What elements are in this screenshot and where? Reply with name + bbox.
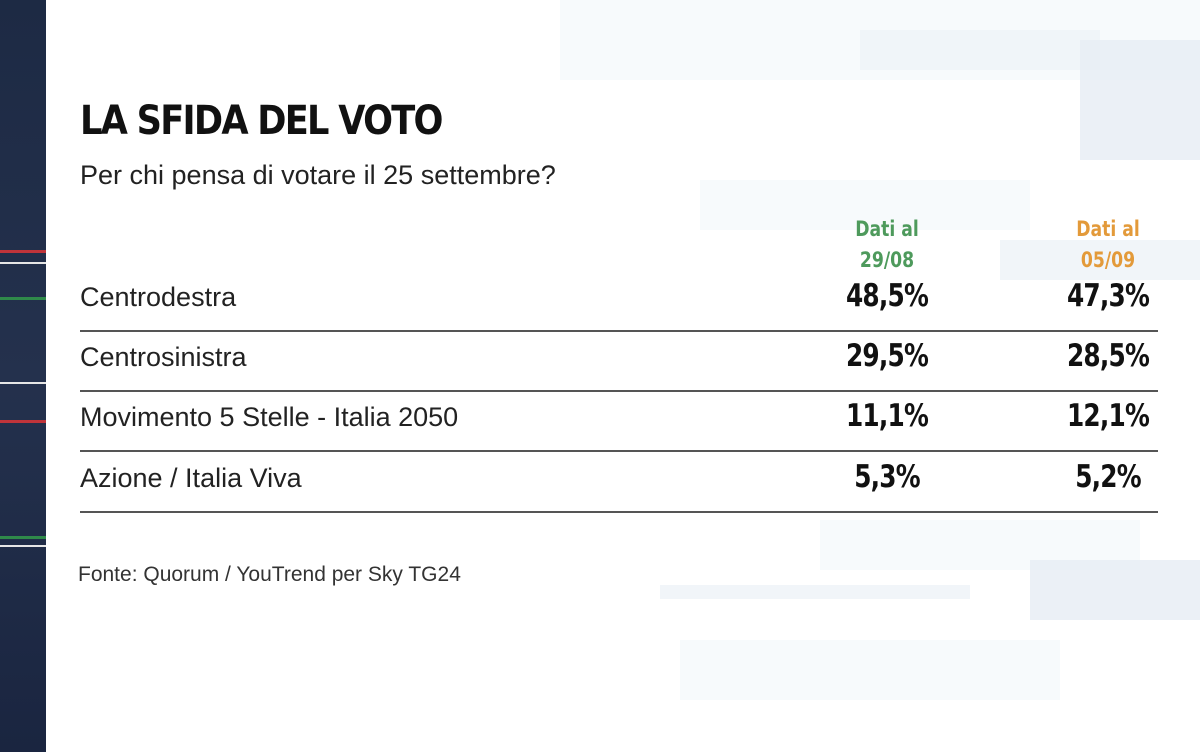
bg-shape	[1080, 40, 1200, 160]
bg-shape	[1000, 240, 1200, 280]
bg-shape	[680, 640, 1060, 700]
table-row: Movimento 5 Stelle - Italia 2050 11,1% 1…	[80, 392, 1158, 452]
column-header-2: Dati al 05/09	[1063, 214, 1153, 276]
table-row: Centrodestra 48,5% 47,3%	[80, 272, 1158, 332]
stripe-green	[0, 536, 46, 539]
bg-shape	[660, 585, 970, 599]
row-value-1: 5,3%	[854, 459, 920, 495]
column-header-1-line1: Dati al	[855, 217, 919, 241]
bg-shape	[700, 180, 1030, 230]
row-value-2: 5,2%	[1075, 459, 1141, 495]
bg-shape	[1030, 560, 1200, 620]
page-subtitle: Per chi pensa di votare il 25 settembre?	[80, 160, 556, 190]
column-header-1: Dati al 29/08	[842, 214, 932, 276]
row-label: Movimento 5 Stelle - Italia 2050	[80, 402, 459, 432]
source-note: Fonte: Quorum / YouTrend per Sky TG24	[78, 563, 461, 586]
row-value-2: 28,5%	[1066, 338, 1150, 374]
row-value-1: 48,5%	[845, 278, 929, 314]
row-label: Azione / Italia Viva	[80, 463, 302, 493]
row-value-2: 12,1%	[1066, 398, 1150, 434]
row-value-2: 47,3%	[1066, 278, 1150, 314]
row-label: Centrodestra	[80, 282, 237, 312]
stripe-white	[0, 262, 46, 264]
stripe-white	[0, 382, 46, 384]
table-row: Centrosinistra 29,5% 28,5%	[80, 332, 1158, 392]
column-header-1-line2: 29/08	[859, 248, 915, 272]
stripe-red	[0, 250, 46, 253]
row-label: Centrosinistra	[80, 342, 247, 372]
poll-panel: LA SFIDA DEL VOTO Per chi pensa di votar…	[78, 0, 1170, 752]
row-divider	[80, 511, 1158, 513]
stripe-red	[0, 420, 46, 423]
row-divider	[80, 330, 1158, 332]
column-header-2-line2: 05/09	[1080, 248, 1136, 272]
column-header-2-line1: Dati al	[1076, 217, 1140, 241]
stripe-green	[0, 297, 46, 300]
left-decorative-bar	[0, 0, 46, 752]
page-title: LA SFIDA DEL VOTO	[80, 98, 443, 144]
row-value-1: 11,1%	[845, 398, 929, 434]
table-row: Azione / Italia Viva 5,3% 5,2%	[80, 453, 1158, 513]
stripe-white	[0, 545, 46, 547]
row-divider	[80, 450, 1158, 452]
bg-shape	[860, 30, 1100, 70]
row-value-1: 29,5%	[845, 338, 929, 374]
row-divider	[80, 390, 1158, 392]
